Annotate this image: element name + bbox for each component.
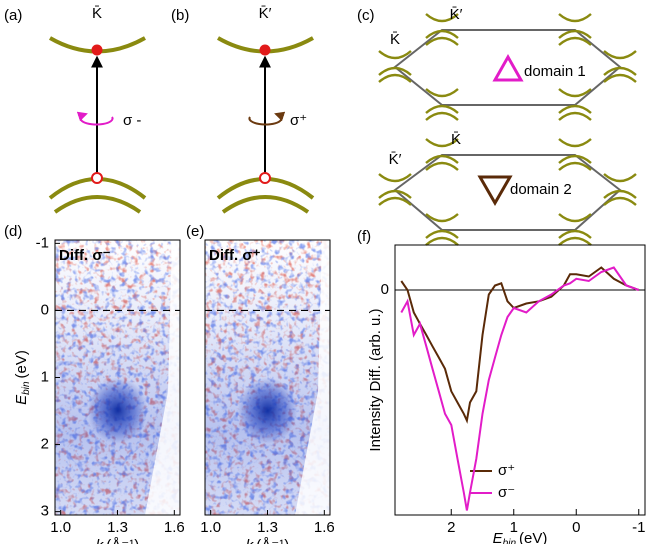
- heatmap-title: Diff. σ⁻: [59, 247, 111, 264]
- axis-symbol: E: [493, 530, 504, 544]
- intensity-blob: [87, 377, 148, 444]
- band: [221, 195, 310, 214]
- panel-label: (a): [4, 7, 22, 24]
- axis-unit: (Å⁻¹): [256, 537, 289, 544]
- x-tick-label: 1.3: [257, 519, 278, 536]
- axis-subscript: bin: [21, 381, 32, 395]
- heatmap: [55, 240, 180, 515]
- domain-diagram: K̄′ K̄ domain 2: [377, 131, 638, 247]
- panel-label: (b): [171, 7, 189, 24]
- axis-label: k(Å⁻¹): [246, 537, 289, 544]
- y-tick-label: 0: [381, 281, 389, 298]
- y-tick-label: 3: [41, 503, 49, 520]
- final-state: [91, 44, 103, 56]
- panel-label: (c): [357, 7, 375, 24]
- x-tick-label: 1: [510, 519, 518, 536]
- intensity-blob: [237, 377, 298, 444]
- point-label: K̄′: [259, 5, 272, 22]
- polarization-label: σ⁺: [290, 112, 307, 129]
- y-tick-label: 2: [41, 436, 49, 453]
- corner-label: K̄′: [389, 151, 402, 168]
- y-tick-label: 1: [41, 368, 49, 385]
- axis-unit: (eV): [519, 530, 547, 544]
- axis-label: Ebin (eV): [13, 350, 32, 405]
- y-tick-label: -1: [36, 234, 49, 251]
- final-state: [259, 44, 271, 56]
- heatmap-title: Diff. σ⁺: [209, 247, 261, 264]
- axis-symbol: E: [13, 394, 30, 405]
- x-tick-label: 1.0: [200, 519, 221, 536]
- corner-label: K̄: [390, 31, 400, 48]
- axis-unit: (Å⁻¹): [106, 537, 139, 544]
- domain-triangle: [477, 175, 513, 207]
- x-tick-label: 2: [447, 519, 455, 536]
- initial-state: [259, 172, 271, 184]
- legend-label: σ⁻: [498, 484, 515, 501]
- axis-unit: (eV): [13, 350, 30, 378]
- x-tick-label: 0: [572, 519, 580, 536]
- domain-label: domain 2: [510, 181, 572, 198]
- initial-state: [91, 172, 103, 184]
- blank-region: [295, 240, 330, 515]
- y-tick-label: 0: [41, 301, 49, 318]
- axis-label: Intensity Diff. (arb. u.): [367, 308, 384, 451]
- data-line: [400, 266, 640, 511]
- corner-label: K̄′: [450, 6, 463, 23]
- domain-triangle: [492, 53, 524, 82]
- polarization-arrow: [248, 111, 286, 126]
- legend-label: σ⁺: [498, 462, 515, 479]
- axis-subscript: bin: [503, 538, 517, 544]
- polarization-arrow: [76, 111, 114, 126]
- band: [53, 195, 142, 214]
- panel-label: (e): [186, 223, 204, 240]
- panel-label: (d): [4, 223, 22, 240]
- x-tick-label: 1.6: [314, 519, 335, 536]
- axis-symbol: k: [96, 537, 105, 544]
- domain-diagram: K̄ K̄′ domain 1: [377, 6, 638, 122]
- blank-region: [145, 240, 180, 515]
- x-tick-label: 1.3: [107, 519, 128, 536]
- heatmap: [205, 240, 330, 515]
- panel-label: (f): [357, 228, 371, 245]
- data-line: [400, 266, 640, 424]
- x-tick-label: -1: [632, 519, 645, 536]
- axis-label: Ebin(eV): [493, 530, 548, 544]
- polarization-label: σ -: [123, 112, 141, 129]
- axis-symbol: k: [246, 537, 255, 544]
- frame: [394, 244, 646, 516]
- domain-label: domain 1: [524, 63, 586, 80]
- axis-label: k(Å⁻¹): [96, 537, 139, 544]
- x-tick-label: 1.0: [50, 519, 71, 536]
- point-label: K̄: [92, 5, 102, 22]
- corner-label: K̄: [451, 131, 461, 148]
- x-tick-label: 1.6: [164, 519, 185, 536]
